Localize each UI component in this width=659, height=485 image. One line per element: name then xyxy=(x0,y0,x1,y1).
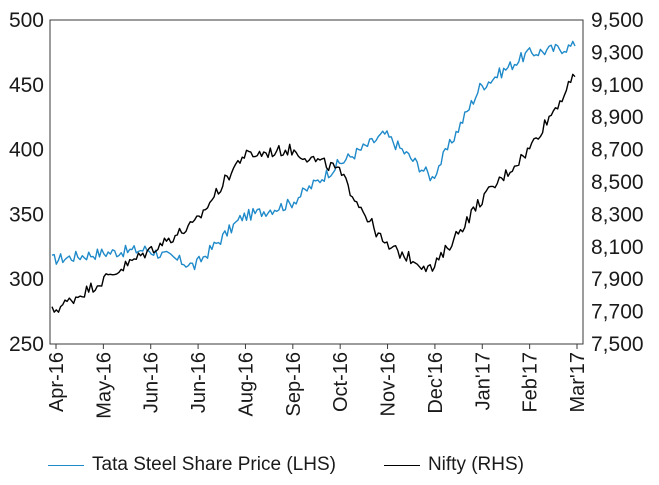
legend-swatch-tata-steel xyxy=(48,464,84,466)
left-axis-tick-label: 300 xyxy=(9,268,44,291)
legend-item-tata-steel: Tata Steel Share Price (LHS) xyxy=(48,454,336,476)
x-axis-tick-label: Dec'16 xyxy=(425,352,447,414)
x-axis-tick-label: Nov-16 xyxy=(378,352,400,416)
right-axis-tick-label: 8,100 xyxy=(591,236,644,259)
x-axis-tick-label: Mar'17 xyxy=(567,352,589,413)
left-axis-tick-label: 500 xyxy=(9,9,44,32)
right-axis-ticks: 7,500 7,700 7,900 8,100 8,300 8,500 8,700 8,900… xyxy=(591,9,644,356)
left-axis-tick-label: 400 xyxy=(9,139,44,162)
legend-label-nifty: Nifty (RHS) xyxy=(427,454,525,475)
left-axis-tick-label: 250 xyxy=(9,333,44,356)
right-axis-tick-label: 9,300 xyxy=(591,41,644,64)
right-axis-tick-label: 7,700 xyxy=(591,301,644,324)
right-axis-tick-label: 8,300 xyxy=(591,203,644,226)
right-axis-tick-label: 8,900 xyxy=(591,106,644,129)
right-axis-tick-label: 8,500 xyxy=(591,171,644,194)
x-axis-tick-label: Oct-16 xyxy=(330,352,352,412)
legend-item-nifty: Nifty (RHS) xyxy=(383,454,525,476)
left-axis-ticks: 250 300 350 400 450 500 xyxy=(9,9,44,356)
left-axis-tick-label: 450 xyxy=(9,74,44,97)
left-axis-tick-label: 350 xyxy=(9,203,44,226)
right-axis-tick-label: 8,700 xyxy=(591,139,644,162)
legend-label-tata-steel: Tata Steel Share Price (LHS) xyxy=(92,454,336,475)
x-axis-tick-label: Feb'17 xyxy=(520,352,542,413)
x-axis-tick-label: Jun-16 xyxy=(188,352,210,413)
right-axis-tick-label: 9,100 xyxy=(591,74,644,97)
series-line-tata-steel xyxy=(51,40,576,271)
x-axis-tick-label: Jan'17 xyxy=(472,352,494,410)
legend-swatch-nifty xyxy=(383,464,420,466)
right-axis-tick-label: 9,500 xyxy=(591,9,644,32)
right-axis-tick-label: 7,500 xyxy=(591,333,644,356)
series-layer xyxy=(51,40,576,313)
series-line-nifty xyxy=(51,73,576,313)
right-axis-tick-label: 7,900 xyxy=(591,268,644,291)
x-axis-tick-label: Sep-16 xyxy=(283,352,305,417)
plot-frame xyxy=(49,19,584,345)
plot-border xyxy=(49,19,584,345)
x-axis-tick-label: Apr-16 xyxy=(46,352,68,412)
x-axis-ticks: Apr-16 May-16 Jun-16 Jun-16 Aug-16 Sep-16 Oct-… xyxy=(46,344,589,419)
x-axis-tick-label: Aug-16 xyxy=(235,352,257,417)
x-axis-tick-label: Jun-16 xyxy=(141,352,163,413)
legend: Tata Steel Share Price (LHS) Nifty (RHS) xyxy=(48,452,572,478)
x-axis-tick-label: May-16 xyxy=(93,352,115,419)
